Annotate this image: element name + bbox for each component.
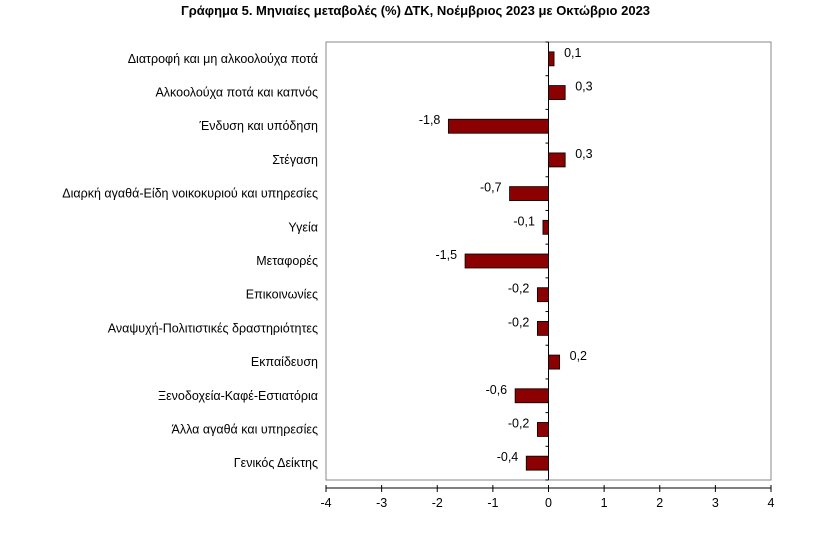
category-label: Γενικός Δείκτης <box>234 456 318 470</box>
category-labels: Διατροφή και μη αλκοολούχα ποτά Αλκοολούχ… <box>62 52 318 470</box>
value-label: -0,6 <box>486 383 508 397</box>
x-tick-label: 3 <box>712 496 719 510</box>
value-label: 0,2 <box>570 349 587 363</box>
category-label: Ξενοδοχεία-Καφέ-Εστιατόρια <box>158 389 318 403</box>
bar <box>447 118 549 134</box>
value-label: -0,2 <box>508 416 530 430</box>
value-label: -1,8 <box>419 113 441 127</box>
category-label: Επικοινωνίες <box>246 288 318 302</box>
bar <box>464 253 549 269</box>
bar <box>548 354 561 370</box>
category-label: Υγεία <box>288 220 318 234</box>
bar <box>536 422 549 437</box>
bar <box>542 219 549 235</box>
bars <box>447 51 566 471</box>
value-label: -0,1 <box>513 214 535 228</box>
value-label: 0,3 <box>575 147 592 161</box>
x-tick-label: -2 <box>432 496 443 510</box>
category-label: Διατροφή και μη αλκοολούχα ποτά <box>128 52 318 66</box>
bar <box>548 51 555 67</box>
category-label: Ένδυση και υπόδηση <box>198 119 318 133</box>
category-label: Αναψυχή-Πολιτιστικές δραστηριότητες <box>108 321 318 335</box>
category-label: Άλλα αγαθά και υπηρεσίες <box>172 422 318 436</box>
x-tick-label: -1 <box>487 496 498 510</box>
value-label: -1,5 <box>436 248 458 262</box>
x-axis: -4 -3 -2 -1 0 1 2 3 4 <box>320 485 775 510</box>
bar <box>548 152 566 168</box>
x-tick-label: 4 <box>768 496 775 510</box>
category-label: Αλκοολούχα ποτά και καπνός <box>155 86 318 100</box>
bar <box>514 388 549 404</box>
x-tick-label: 1 <box>601 496 608 510</box>
category-label: Μεταφορές <box>256 254 318 268</box>
bar <box>509 186 549 202</box>
bar <box>548 85 566 100</box>
bar <box>536 320 549 336</box>
x-tick-label: 0 <box>545 496 552 510</box>
bar <box>525 455 549 471</box>
bar <box>536 287 549 303</box>
value-label: -0,2 <box>508 282 530 296</box>
category-label: Στέγαση <box>272 153 318 167</box>
value-label: -0,7 <box>480 181 502 195</box>
x-tick-label: -3 <box>376 496 387 510</box>
x-tick-label: 2 <box>656 496 663 510</box>
category-label: Διαρκή αγαθά-Είδη νοικοκυριού και υπηρεσ… <box>62 187 318 201</box>
value-labels: 0,1 0,3 -1,8 0,3 -0,7 -0,1 -1,5 -0,2 -0,2 0,2 -0,6… <box>419 46 593 464</box>
value-label: 0,3 <box>575 80 592 94</box>
chart-title: Γράφημα 5. Μηνιαίες μεταβολές (%) ΔΤΚ, Ν… <box>180 3 651 18</box>
category-label: Εκπαίδευση <box>251 355 318 369</box>
value-label: -0,2 <box>508 315 530 329</box>
value-label: -0,4 <box>497 450 519 464</box>
x-tick-label: -4 <box>320 496 331 510</box>
value-label: 0,1 <box>564 46 581 60</box>
